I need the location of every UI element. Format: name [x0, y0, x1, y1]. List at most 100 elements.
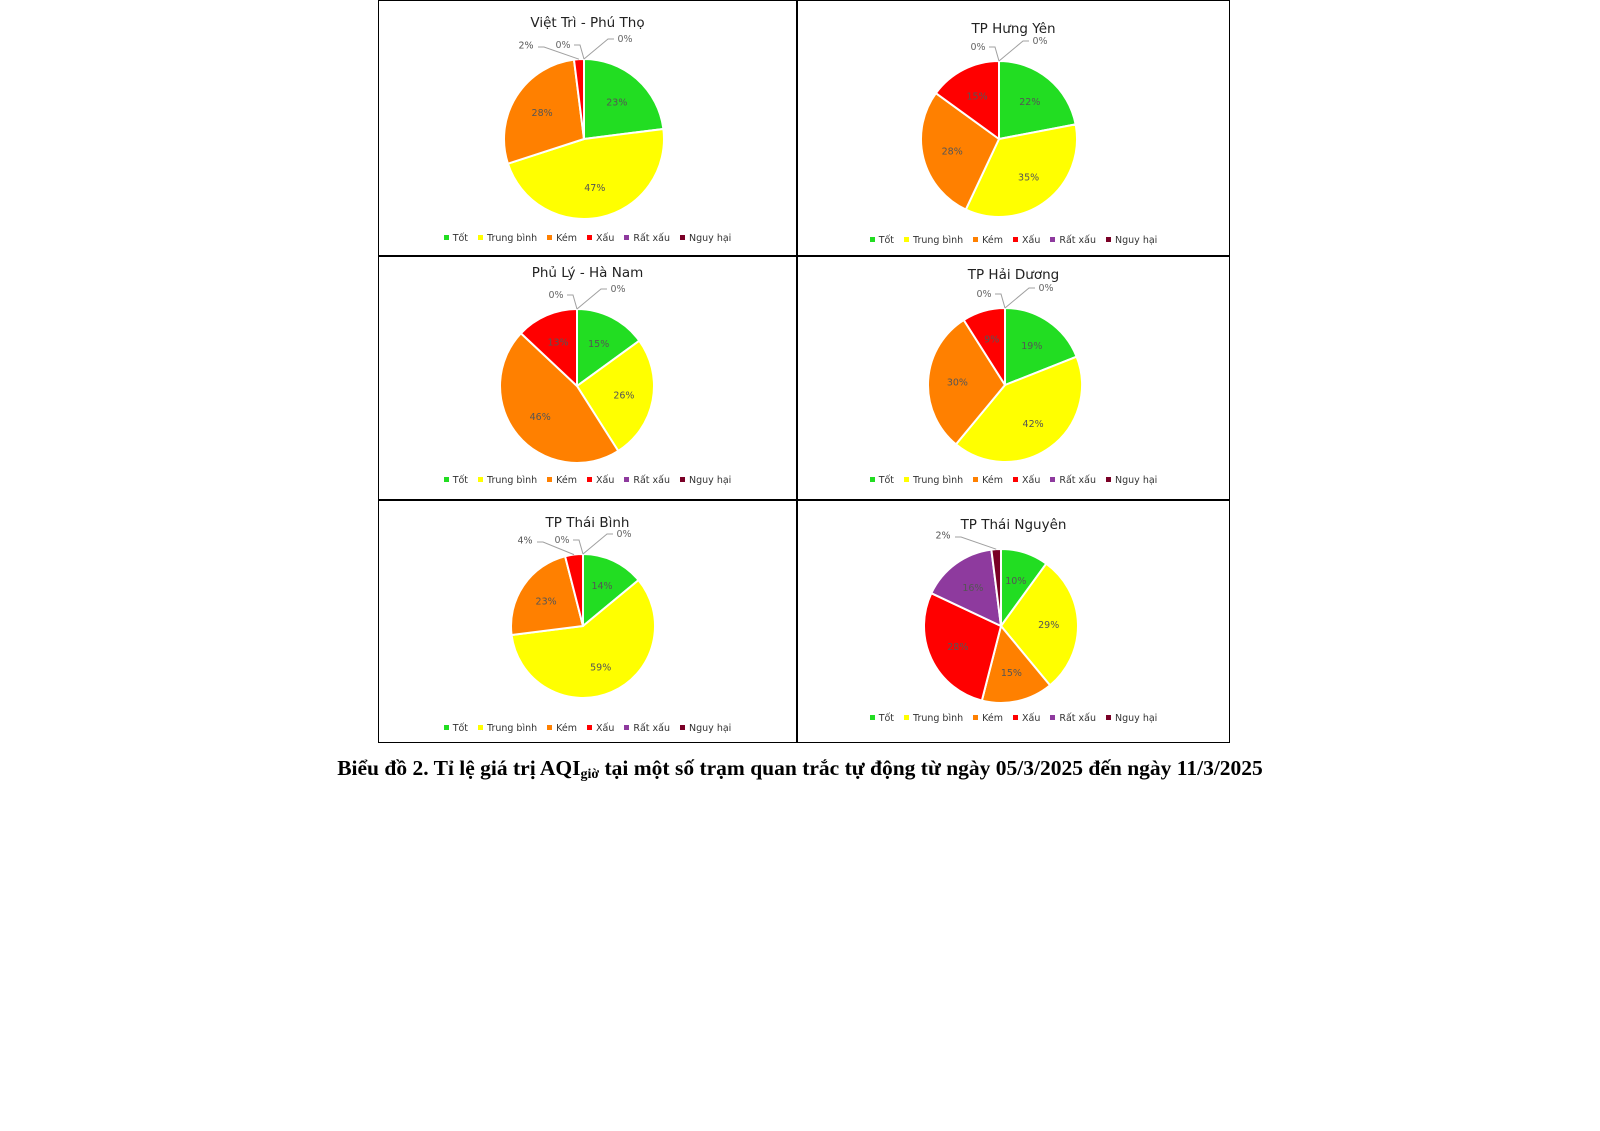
legend-label: Trung bình — [487, 233, 538, 244]
chart-legend: Tốt Trung bình Kém Xấu Rất xấu Nguy hại — [796, 235, 1231, 246]
data-label-xau: 15% — [966, 91, 987, 102]
chart-title: TP Hải Dương — [967, 267, 1060, 283]
legend-label: Trung bình — [913, 475, 964, 486]
pie-svg: 23% 47% 28% 2% 0% 0% — [503, 34, 665, 220]
leader-line — [1004, 287, 1035, 309]
data-label-kem: 15% — [1001, 668, 1022, 679]
legend-swatch — [443, 235, 449, 240]
data-label-trung-binh: 35% — [1018, 173, 1039, 184]
chart-legend: Tốt Trung bình Kém Xấu Rất xấu Nguy hại — [796, 475, 1231, 486]
legend-swatch — [869, 477, 875, 482]
pie-slice-trung-binh — [964, 123, 1079, 218]
legend-item-rat-xau: Rất xấu — [1050, 713, 1096, 724]
legend-item-rat-xau: Rất xấu — [624, 233, 670, 244]
data-label-nguy-hai: 0% — [1038, 283, 1053, 294]
legend-label: Trung bình — [913, 713, 964, 724]
data-label-xau: 9% — [984, 335, 999, 346]
legend-label: Nguy hại — [689, 233, 732, 244]
legend-item-xau: Xấu — [1013, 235, 1040, 246]
legend-item-nguy-hai: Nguy hại — [680, 475, 731, 486]
legend-label: Nguy hại — [1115, 475, 1158, 486]
pie-svg: 22% 35% 28% 15% 0% 0% — [920, 36, 1079, 218]
chart-title: TP Thái Nguyên — [960, 517, 1067, 533]
pie-slice-xau — [923, 592, 1002, 702]
legend-label: Rất xấu — [1059, 713, 1097, 724]
legend-item-tot: Tốt — [869, 235, 895, 246]
chart-grid: Việt Trì - Phú Thọ 23% 47% 28% 2% 0% 0% Tốt Trun… — [378, 0, 1230, 743]
legend-label: Trung bình — [487, 723, 538, 734]
legend-swatch — [1013, 237, 1019, 242]
data-label-tot: 10% — [1005, 576, 1026, 587]
legend-item-trung-binh: Trung bình — [904, 713, 963, 724]
legend-swatch — [869, 715, 875, 720]
leader-line — [574, 44, 585, 60]
data-label-rat-xau: 0% — [976, 289, 991, 300]
legend-item-xau: Xấu — [1013, 475, 1040, 486]
data-label-tot: 22% — [1019, 97, 1040, 108]
legend-item-tot: Tốt — [443, 723, 468, 734]
legend-item-kem: Kém — [973, 235, 1003, 246]
legend-swatch — [587, 725, 593, 730]
legend-swatch — [680, 235, 686, 240]
legend-label: Trung bình — [913, 235, 964, 246]
legend-item-rat-xau: Rất xấu — [1050, 235, 1096, 246]
pie-slice-tot — [576, 308, 641, 387]
legend-swatch — [624, 235, 630, 240]
pie-svg: 19% 42% 30% 9% 0% 0% — [927, 283, 1083, 463]
legend-swatch — [547, 235, 553, 240]
pie-chart-panel: TP Hưng Yên 22% 35% 28% 15% 0% 0% Tốt Trung bình… — [796, 1, 1231, 255]
legend-item-rat-xau: Rất xấu — [624, 723, 670, 734]
legend-label: Xấu — [596, 233, 615, 244]
pie-slice-kem — [920, 92, 1000, 211]
legend-item-xau: Xấu — [587, 475, 614, 486]
pie-slice-tot — [583, 58, 665, 140]
legend-item-tot: Tốt — [869, 713, 895, 724]
pie-slice-tot — [998, 60, 1077, 140]
data-label-trung-binh: 59% — [590, 663, 611, 674]
data-label-kem: 28% — [532, 108, 553, 119]
pie-slice-tot — [1004, 307, 1078, 386]
legend-swatch — [624, 725, 630, 730]
legend-label: Tốt — [878, 475, 895, 486]
legend-item-nguy-hai: Nguy hại — [680, 233, 731, 244]
grid-divider-vertical — [796, 1, 798, 742]
data-label-rat-xau: 0% — [555, 40, 570, 51]
leader-line — [576, 288, 607, 310]
pie-chart-panel: Việt Trì - Phú Thọ 23% 47% 28% 2% 0% 0% Tốt Trun… — [379, 1, 796, 255]
legend-item-trung-binh: Trung bình — [904, 475, 963, 486]
pie-svg: 15% 26% 46% 13% 0% 0% — [499, 284, 655, 464]
data-label-kem: 30% — [947, 378, 968, 389]
data-label-trung-binh: 26% — [613, 390, 634, 401]
leader-line — [567, 294, 578, 310]
chart-title: Phủ Lý - Hà Nam — [531, 265, 644, 281]
pie-slice-trung-binh — [576, 339, 655, 453]
legend-item-tot: Tốt — [443, 475, 468, 486]
legend-swatch — [869, 237, 875, 242]
data-label-xau: 4% — [517, 536, 532, 547]
leader-line — [573, 539, 584, 555]
pie-slice-kem — [510, 555, 584, 637]
legend-label: Nguy hại — [689, 475, 732, 486]
data-label-trung-binh: 47% — [584, 183, 605, 194]
data-label-tot: 15% — [588, 339, 609, 350]
legend-item-xau: Xấu — [587, 723, 614, 734]
chart-legend: Tốt Trung bình Kém Xấu Rất xấu Nguy hại — [379, 723, 796, 734]
legend-label: Rất xấu — [1059, 475, 1097, 486]
legend-label: Rất xấu — [633, 233, 671, 244]
legend-label: Trung bình — [487, 475, 538, 486]
legend-label: Tốt — [878, 235, 895, 246]
pie-slice-rat-xau — [930, 548, 1002, 627]
legend-swatch — [1050, 237, 1056, 242]
legend-swatch — [547, 725, 553, 730]
legend-item-kem: Kém — [547, 233, 577, 244]
leader-line — [989, 46, 1000, 62]
pie-slice-kem — [927, 318, 1006, 446]
legend-swatch — [1013, 477, 1019, 482]
legend-label: Rất xấu — [1059, 235, 1097, 246]
legend-swatch — [680, 725, 686, 730]
legend-swatch — [478, 725, 484, 730]
legend-label: Nguy hại — [689, 723, 732, 734]
legend-label: Tốt — [878, 713, 895, 724]
data-label-kem: 46% — [530, 412, 551, 423]
legend-swatch — [973, 237, 979, 242]
